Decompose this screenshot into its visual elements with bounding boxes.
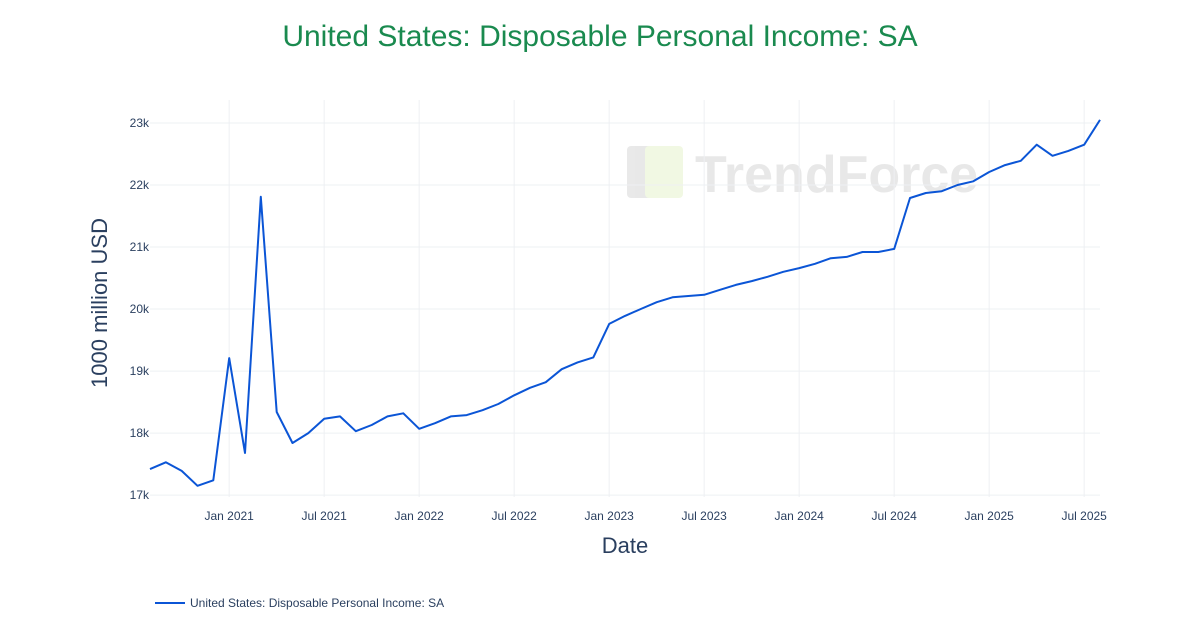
legend[interactable]: United States: Disposable Personal Incom…: [155, 596, 444, 610]
x-tick-label: Jan 2025: [964, 509, 1014, 523]
y-tick-label: 20k: [130, 302, 150, 316]
svg-text:TrendForce: TrendForce: [695, 146, 978, 204]
y-tick-label: 21k: [130, 240, 150, 254]
x-tick-label: Jul 2022: [491, 509, 537, 523]
x-tick-label: Jan 2021: [204, 509, 254, 523]
x-tick-label: Jul 2023: [681, 509, 727, 523]
x-tick-label: Jul 2024: [871, 509, 917, 523]
x-tick-label: Jan 2023: [584, 509, 634, 523]
x-tick-label: Jan 2024: [774, 509, 824, 523]
y-tick-label: 22k: [130, 178, 150, 192]
series-line: [149, 119, 1101, 487]
legend-label: United States: Disposable Personal Incom…: [190, 596, 445, 610]
x-tick-label: Jul 2025: [1061, 509, 1107, 523]
y-tick-label: 17k: [130, 488, 150, 502]
chart-title: United States: Disposable Personal Incom…: [282, 20, 918, 53]
y-tick-label: 19k: [130, 364, 150, 378]
x-tick-label: Jul 2021: [301, 509, 347, 523]
x-tick-label: Jan 2022: [394, 509, 444, 523]
y-axis-title: 1000 million USD: [87, 218, 112, 388]
trendforce-watermark-logo: TrendForce: [627, 146, 978, 204]
y-tick-label: 18k: [130, 426, 150, 440]
x-axis-title: Date: [602, 533, 648, 558]
legend-line-swatch: [155, 602, 185, 604]
y-tick-label: 23k: [130, 116, 150, 130]
